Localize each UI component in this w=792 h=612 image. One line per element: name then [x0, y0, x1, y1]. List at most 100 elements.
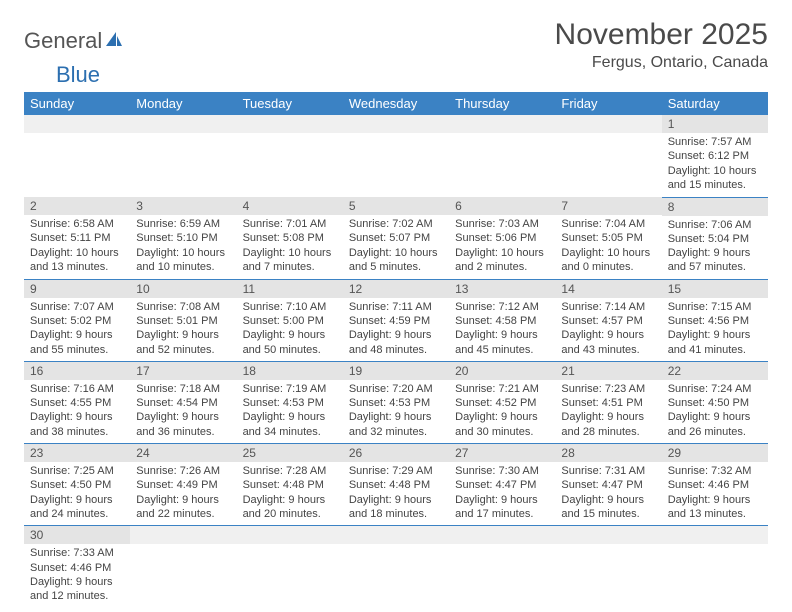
- calendar-day-cell: [449, 526, 555, 608]
- day-body: [237, 133, 343, 191]
- sunset-text: Sunset: 5:08 PM: [243, 231, 337, 245]
- day-body: [130, 133, 236, 191]
- calendar-day-cell: [237, 115, 343, 197]
- calendar-day-cell: 19Sunrise: 7:20 AMSunset: 4:53 PMDayligh…: [343, 361, 449, 443]
- sunset-text: Sunset: 4:48 PM: [243, 478, 337, 492]
- sunrise-text: Sunrise: 7:19 AM: [243, 382, 337, 396]
- day-number: 22: [662, 362, 768, 380]
- daylight-text: Daylight: 10 hours and 2 minutes.: [455, 246, 549, 275]
- day-number: 21: [555, 362, 661, 380]
- calendar-day-cell: 11Sunrise: 7:10 AMSunset: 5:00 PMDayligh…: [237, 279, 343, 361]
- calendar-day-cell: [343, 526, 449, 608]
- sunrise-text: Sunrise: 7:11 AM: [349, 300, 443, 314]
- calendar-day-cell: 17 Sunrise: 7:18 AMSunset: 4:54 PMDayligh…: [130, 361, 236, 443]
- calendar-header-row: SundayMondayTuesdayWednesdayThursdayFrid…: [24, 92, 768, 115]
- day-body: Sunrise: 7:02 AMSunset: 5:07 PMDaylight:…: [343, 215, 449, 278]
- sunrise-text: Sunrise: 7:30 AM: [455, 464, 549, 478]
- sunset-text: Sunset: 4:58 PM: [455, 314, 549, 328]
- day-number: 5: [343, 197, 449, 215]
- calendar-day-cell: 8Sunrise: 7:06 AMSunset: 5:04 PMDaylight…: [662, 197, 768, 279]
- calendar-day-cell: 21Sunrise: 7:23 AMSunset: 4:51 PMDayligh…: [555, 361, 661, 443]
- calendar-day-cell: 6Sunrise: 7:03 AMSunset: 5:06 PMDaylight…: [449, 197, 555, 279]
- sunset-text: Sunset: 5:02 PM: [30, 314, 124, 328]
- calendar-day-cell: 12Sunrise: 7:11 AMSunset: 4:59 PMDayligh…: [343, 279, 449, 361]
- calendar-day-cell: 14Sunrise: 7:14 AMSunset: 4:57 PMDayligh…: [555, 279, 661, 361]
- logo-text-blue: Blue: [56, 62, 100, 87]
- day-number: [449, 526, 555, 544]
- daylight-text: Daylight: 9 hours and 22 minutes.: [136, 493, 230, 522]
- sunrise-text: Sunrise: 7:04 AM: [561, 217, 655, 231]
- calendar-week-row: 16Sunrise: 7:16 AMSunset: 4:55 PMDayligh…: [24, 361, 768, 443]
- day-body: Sunrise: 7:25 AMSunset: 4:50 PMDaylight:…: [24, 462, 130, 525]
- day-body: Sunrise: 7:12 AMSunset: 4:58 PMDaylight:…: [449, 298, 555, 361]
- daylight-text: Daylight: 9 hours and 55 minutes.: [30, 328, 124, 357]
- sunset-text: Sunset: 5:00 PM: [243, 314, 337, 328]
- sunset-text: Sunset: 4:47 PM: [455, 478, 549, 492]
- daylight-text: Daylight: 9 hours and 41 minutes.: [668, 328, 762, 357]
- sunset-text: Sunset: 4:48 PM: [349, 478, 443, 492]
- sunrise-text: Sunrise: 7:02 AM: [349, 217, 443, 231]
- sunrise-text: Sunrise: 7:06 AM: [668, 218, 762, 232]
- calendar-day-cell: [130, 526, 236, 608]
- daylight-text: Daylight: 9 hours and 36 minutes.: [136, 410, 230, 439]
- day-number: 30: [24, 526, 130, 544]
- daylight-text: Daylight: 9 hours and 20 minutes.: [243, 493, 337, 522]
- sunrise-text: Sunrise: 7:18 AM: [136, 382, 230, 396]
- calendar-day-cell: 1Sunrise: 7:57 AMSunset: 6:12 PMDaylight…: [662, 115, 768, 197]
- sunrise-text: Sunrise: 7:07 AM: [30, 300, 124, 314]
- sunrise-text: Sunrise: 7:23 AM: [561, 382, 655, 396]
- sunset-text: Sunset: 5:05 PM: [561, 231, 655, 245]
- day-header: Tuesday: [237, 92, 343, 115]
- sunrise-text: Sunrise: 7:03 AM: [455, 217, 549, 231]
- daylight-text: Daylight: 10 hours and 0 minutes.: [561, 246, 655, 275]
- day-header: Thursday: [449, 92, 555, 115]
- sunrise-text: Sunrise: 7:33 AM: [30, 546, 124, 560]
- day-body: Sunrise: 7:08 AMSunset: 5:01 PMDaylight:…: [130, 298, 236, 361]
- sunset-text: Sunset: 4:57 PM: [561, 314, 655, 328]
- day-body: [662, 544, 768, 602]
- day-body: [343, 544, 449, 602]
- day-number: 10: [130, 280, 236, 298]
- day-number: 15: [662, 280, 768, 298]
- calendar-day-cell: 20Sunrise: 7:21 AMSunset: 4:52 PMDayligh…: [449, 361, 555, 443]
- calendar-day-cell: 13Sunrise: 7:12 AMSunset: 4:58 PMDayligh…: [449, 279, 555, 361]
- sunset-text: Sunset: 4:51 PM: [561, 396, 655, 410]
- calendar-day-cell: [24, 115, 130, 197]
- calendar-day-cell: 23Sunrise: 7:25 AMSunset: 4:50 PMDayligh…: [24, 444, 130, 526]
- daylight-text: Daylight: 10 hours and 5 minutes.: [349, 246, 443, 275]
- sunset-text: Sunset: 4:54 PM: [136, 396, 230, 410]
- day-body: [449, 544, 555, 602]
- sunrise-text: Sunrise: 6:59 AM: [136, 217, 230, 231]
- sunrise-text: Sunrise: 7:57 AM: [668, 135, 762, 149]
- logo-sail-icon: [104, 30, 124, 48]
- calendar-day-cell: [449, 115, 555, 197]
- sunset-text: Sunset: 5:07 PM: [349, 231, 443, 245]
- day-number: 27: [449, 444, 555, 462]
- day-body: [555, 544, 661, 602]
- day-number: [24, 115, 130, 133]
- day-body: Sunrise: 7:26 AMSunset: 4:49 PMDaylight:…: [130, 462, 236, 525]
- day-number: 13: [449, 280, 555, 298]
- sunset-text: Sunset: 4:53 PM: [349, 396, 443, 410]
- sunset-text: Sunset: 5:01 PM: [136, 314, 230, 328]
- day-header: Friday: [555, 92, 661, 115]
- daylight-text: Daylight: 9 hours and 38 minutes.: [30, 410, 124, 439]
- calendar-day-cell: 24Sunrise: 7:26 AMSunset: 4:49 PMDayligh…: [130, 444, 236, 526]
- daylight-text: Daylight: 9 hours and 24 minutes.: [30, 493, 124, 522]
- daylight-text: Daylight: 9 hours and 30 minutes.: [455, 410, 549, 439]
- day-number: 23: [24, 444, 130, 462]
- calendar-day-cell: 7Sunrise: 7:04 AMSunset: 5:05 PMDaylight…: [555, 197, 661, 279]
- sunrise-text: Sunrise: 7:16 AM: [30, 382, 124, 396]
- day-number: 3: [130, 197, 236, 215]
- day-number: 17: [130, 362, 236, 380]
- sunrise-text: Sunrise: 7:25 AM: [30, 464, 124, 478]
- day-number: 29: [662, 444, 768, 462]
- logo: General: [24, 28, 124, 54]
- daylight-text: Daylight: 9 hours and 34 minutes.: [243, 410, 337, 439]
- calendar-day-cell: 3Sunrise: 6:59 AMSunset: 5:10 PMDaylight…: [130, 197, 236, 279]
- day-body: [449, 133, 555, 191]
- sunrise-text: Sunrise: 7:28 AM: [243, 464, 337, 478]
- calendar-day-cell: 15Sunrise: 7:15 AMSunset: 4:56 PMDayligh…: [662, 279, 768, 361]
- daylight-text: Daylight: 9 hours and 52 minutes.: [136, 328, 230, 357]
- day-body: Sunrise: 6:58 AMSunset: 5:11 PMDaylight:…: [24, 215, 130, 278]
